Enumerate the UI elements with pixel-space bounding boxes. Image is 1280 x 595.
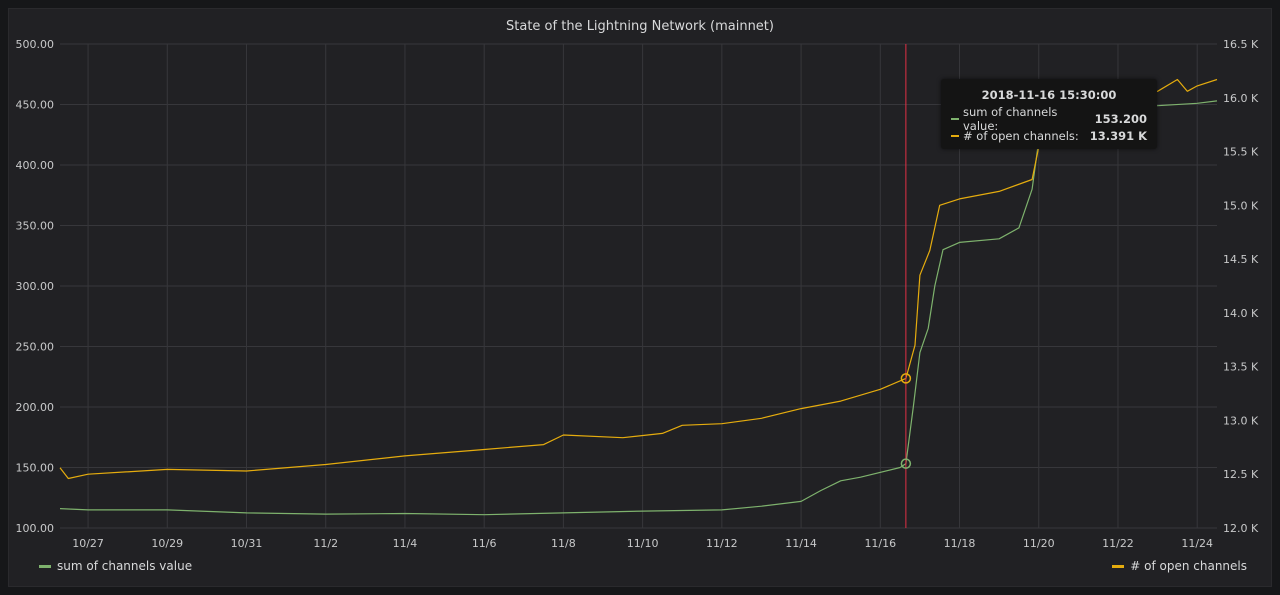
tooltip-time: 2018-11-16 15:30:00 (981, 88, 1117, 102)
legend-label: sum of channels value (57, 559, 193, 573)
x-tick-label: 11/24 (1181, 537, 1213, 550)
tooltip-label: # of open channels: (963, 128, 1079, 143)
axes: 100.00 150.00 200.00 250.00 300.00 350.00 400.… (16, 38, 1259, 550)
y-right-tick-label: 13.0 K (1223, 414, 1259, 427)
x-tick-label: 11/12 (706, 537, 738, 550)
y-right-tick-label: 16.5 K (1223, 38, 1259, 51)
hover-point-channels-value (900, 458, 912, 469)
y-left-tick-label: 300.00 (16, 280, 55, 293)
y-right-tick-label: 12.0 K (1223, 522, 1259, 535)
hover-markers (900, 44, 912, 528)
x-tick-label: 11/2 (313, 537, 338, 550)
y-right-tick-label: 16.0 K (1223, 92, 1259, 105)
y-left-tick-label: 100.00 (16, 522, 55, 535)
y-left-tick-label: 400.00 (16, 159, 55, 172)
graph-panel: State of the Lightning Network (mainnet)… (8, 8, 1272, 587)
y-left-tick-label: 200.00 (16, 401, 55, 414)
legend-item-open-channels[interactable]: # of open channels (1112, 559, 1247, 573)
x-tick-label: 11/18 (944, 537, 976, 550)
hover-point-open-channels (900, 373, 912, 384)
x-tick-label: 11/6 (472, 537, 497, 550)
legend-swatch-green (39, 564, 51, 568)
x-tick-label: 11/20 (1023, 537, 1055, 550)
legend-swatch-orange (1112, 564, 1125, 568)
x-tick-label: 11/4 (393, 537, 418, 550)
x-tick-label: 11/16 (864, 537, 896, 550)
x-tick-label: 11/10 (627, 537, 659, 550)
legend-item-channels-value[interactable]: sum of channels value (39, 559, 192, 573)
y-right-tick-label: 14.0 K (1223, 307, 1259, 320)
y-right-tick-label: 15.0 K (1223, 199, 1259, 212)
x-tick-label: 11/14 (785, 537, 817, 550)
series-line-channels-value (59, 100, 1218, 516)
x-tick-label: 10/27 (72, 537, 104, 550)
legend-label: # of open channels (1130, 559, 1247, 573)
tooltip-value: 13.391 K (1089, 128, 1147, 143)
hover-tooltip: 2018-11-16 15:30:00 sum of channels valu… (941, 79, 1157, 149)
x-tick-label: 10/31 (231, 537, 263, 550)
x-tick-label: 11/8 (551, 537, 576, 550)
tooltip-label: sum of channels value: (963, 104, 1058, 133)
y-right-tick-label: 12.5 K (1223, 468, 1259, 481)
y-right-tick-label: 14.5 K (1223, 253, 1259, 266)
y-left-tick-label: 450.00 (16, 99, 55, 112)
tooltip-row: sum of channels value: 153.200 (941, 105, 1157, 133)
tooltip-swatch-green (951, 117, 959, 120)
x-tick-label: 11/22 (1102, 537, 1134, 550)
panel-title[interactable]: State of the Lightning Network (mainnet) (506, 19, 774, 34)
x-tick-label: 10/29 (151, 537, 183, 550)
tooltip-row: # of open channels: 13.391 K (941, 127, 1157, 144)
tooltip-swatch-orange (951, 134, 959, 137)
y-left-tick-label: 150.00 (16, 462, 55, 475)
tooltip-value: 153.200 (1094, 111, 1147, 126)
y-left-tick-label: 350.00 (16, 220, 55, 233)
y-right-tick-label: 13.5 K (1223, 361, 1259, 374)
y-left-tick-label: 500.00 (16, 38, 55, 51)
y-right-tick-label: 15.5 K (1223, 146, 1259, 159)
y-left-tick-label: 250.00 (16, 341, 55, 354)
